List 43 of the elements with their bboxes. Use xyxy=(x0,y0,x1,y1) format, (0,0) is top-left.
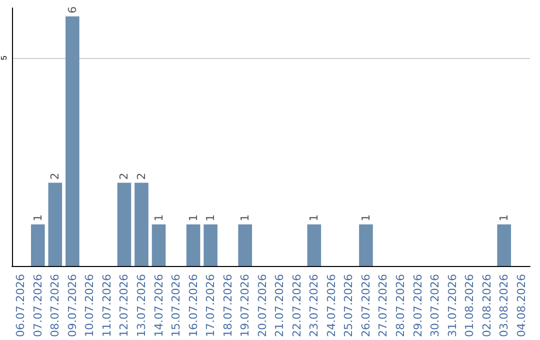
data-label: 1 xyxy=(238,214,252,222)
x-tick-label: 06.07.2026 xyxy=(14,274,28,338)
x-tick-label: 15.07.2026 xyxy=(170,274,183,338)
data-label: 2 xyxy=(135,172,148,180)
x-tick-label: 20.07.2026 xyxy=(256,274,269,338)
data-label: 2 xyxy=(48,172,62,180)
x-tick-label: 17.07.2026 xyxy=(204,274,218,338)
x-tick-label: 13.07.2026 xyxy=(135,274,148,338)
x-tick-label: 29.07.2026 xyxy=(411,274,424,338)
x-tick-label: 14.07.2026 xyxy=(152,274,166,338)
data-label: 1 xyxy=(186,214,200,222)
x-tick-label: 01.08.2026 xyxy=(463,274,476,338)
x-tick-label: 08.07.2026 xyxy=(48,274,62,338)
x-tick-label: 21.07.2026 xyxy=(273,274,286,338)
x-tick-label: 31.07.2026 xyxy=(446,274,459,338)
x-tick-label: 16.07.2026 xyxy=(186,274,200,338)
x-tick-label: 02.08.2026 xyxy=(480,274,494,338)
data-label: 1 xyxy=(204,214,218,222)
x-tick-label: 04.08.2026 xyxy=(514,274,528,338)
x-tick-label: 23.07.2026 xyxy=(308,274,321,338)
x-tick-label: 03.08.2026 xyxy=(498,274,511,338)
x-tick-label: 19.07.2026 xyxy=(238,274,252,338)
data-label: 6 xyxy=(66,6,79,14)
x-tick-label: 25.07.2026 xyxy=(342,274,356,338)
data-label: 1 xyxy=(359,214,372,222)
x-tick-label: 10.07.2026 xyxy=(83,274,96,338)
x-tick-label: 07.07.2026 xyxy=(31,274,44,338)
data-label: 1 xyxy=(152,214,166,222)
x-tick-label: 11.07.2026 xyxy=(100,274,114,338)
y-tick-label: 5 xyxy=(0,55,8,60)
data-label: 1 xyxy=(31,214,44,222)
x-tick-label: 30.07.2026 xyxy=(428,274,442,338)
x-tick-label: 26.07.2026 xyxy=(359,274,372,338)
x-tick-label: 28.07.2026 xyxy=(394,274,407,338)
data-label: 1 xyxy=(498,214,511,222)
x-tick-label: 18.07.2026 xyxy=(221,274,234,338)
x-tick-label: 09.07.2026 xyxy=(66,274,79,338)
x-tick-label: 24.07.2026 xyxy=(324,274,338,338)
data-label: 1 xyxy=(308,214,321,222)
data-label: 2 xyxy=(118,172,131,180)
x-tick-label: 27.07.2026 xyxy=(376,274,390,338)
x-tick-label: 12.07.2026 xyxy=(118,274,131,338)
x-tick-label: 22.07.2026 xyxy=(290,274,304,338)
